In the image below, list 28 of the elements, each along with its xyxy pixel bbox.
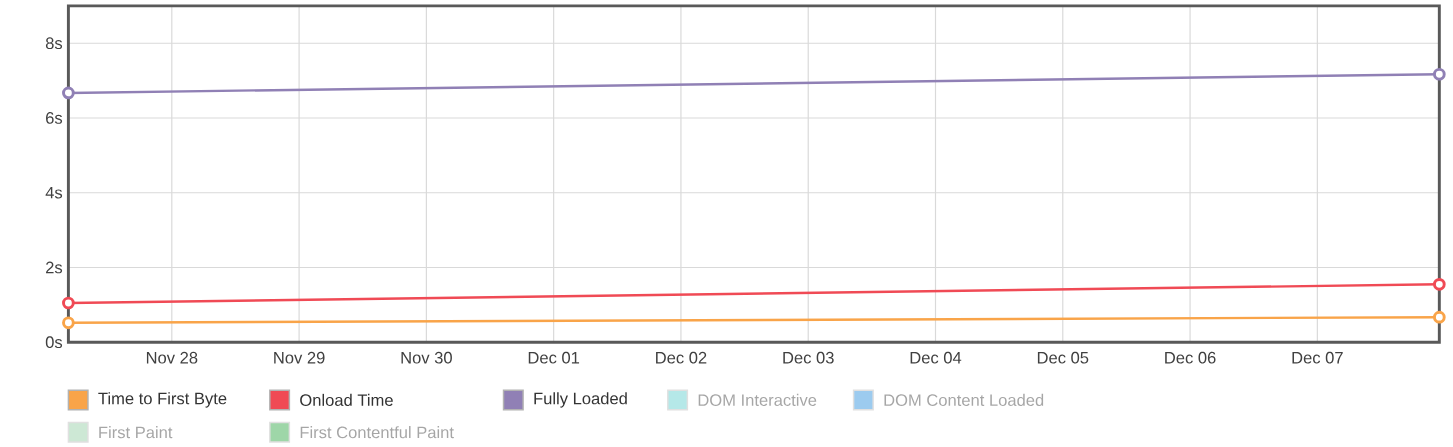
y-tick-label: 8s <box>45 37 63 50</box>
legend-label: DOM Interactive <box>698 393 817 407</box>
point <box>1432 278 1446 291</box>
y-tick-label: 0s <box>45 336 63 349</box>
x-tick-label: Nov 28 <box>146 351 198 364</box>
x-tick-label: Dec 07 <box>1292 351 1343 364</box>
y-tick-label: 4s <box>45 187 63 199</box>
x-tick-label: Nov 29 <box>274 351 325 364</box>
point <box>62 296 75 310</box>
x-tick-label: Dec 06 <box>1165 351 1216 364</box>
legend-label: Time to First Byte <box>98 392 227 408</box>
x-tick-label: Nov 30 <box>401 351 452 364</box>
y-tick-label: 2s <box>46 261 63 274</box>
point <box>1432 310 1446 324</box>
legend-label: Onload Time <box>300 393 393 407</box>
legend-label: DOM Content Loaded <box>884 393 1044 407</box>
x-tick-label: Dec 02 <box>656 351 707 364</box>
legend-label: First Contentful Paint <box>300 426 454 439</box>
point <box>62 86 75 100</box>
point <box>1432 67 1446 81</box>
x-tick-label: Dec 05 <box>1037 351 1089 364</box>
x-tick-label: Dec 01 <box>528 351 580 364</box>
legend-label: First Paint <box>99 426 173 439</box>
point <box>62 316 75 330</box>
legend-label: Fully Loaded <box>534 392 627 408</box>
x-tick-label: Dec 04 <box>910 351 962 364</box>
x-tick-label: Dec 03 <box>783 351 834 364</box>
y-tick-label: 6s <box>46 112 63 124</box>
